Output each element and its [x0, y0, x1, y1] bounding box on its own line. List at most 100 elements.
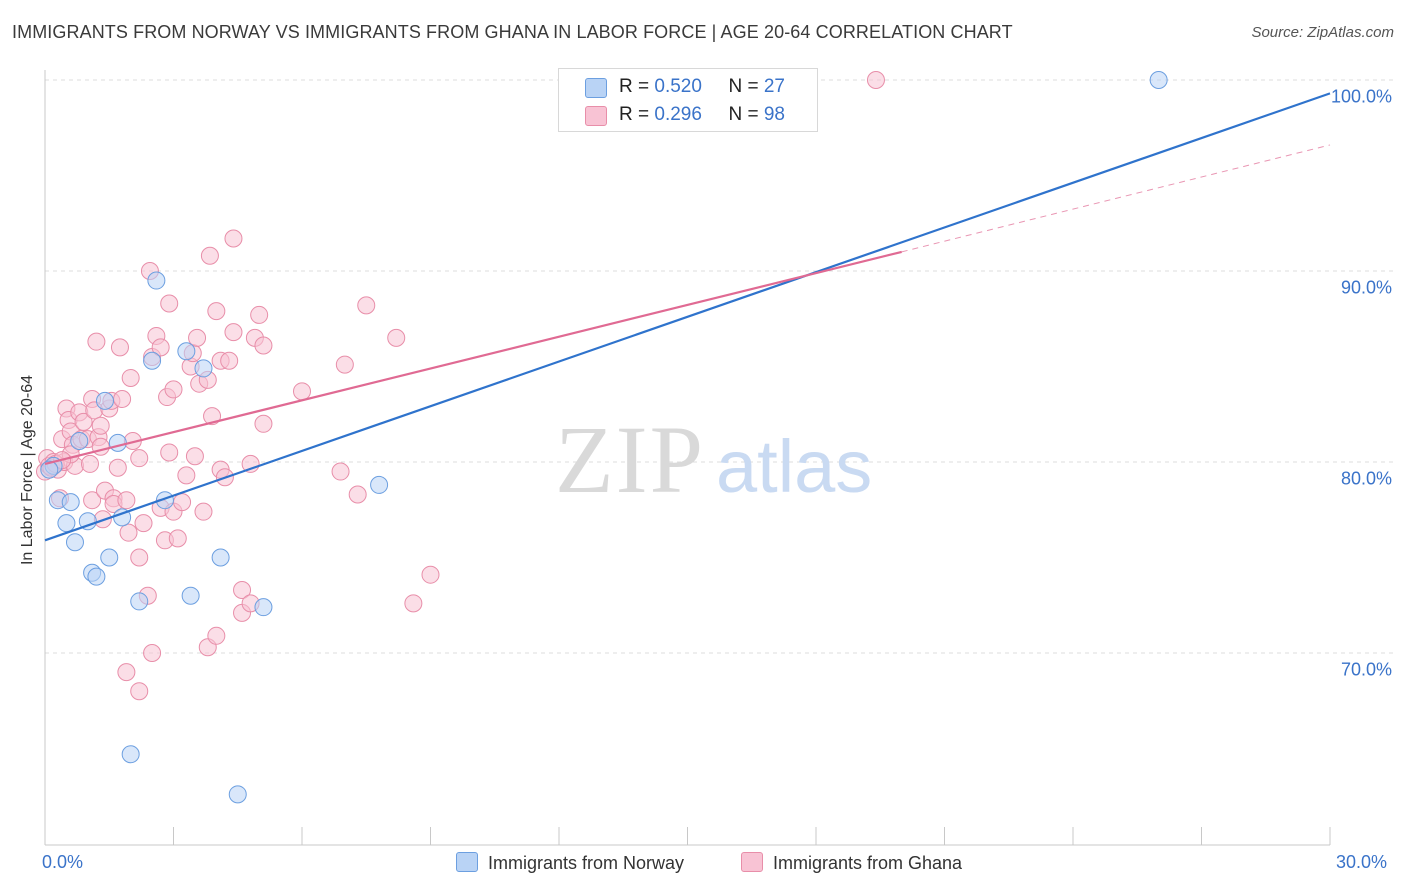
y-tick-80: 80.0% — [1340, 468, 1392, 489]
ghana-point-21 — [87, 332, 106, 351]
norway-point-9 — [95, 391, 114, 410]
norway-n-value: 27 — [763, 76, 785, 97]
ghana-point-49 — [164, 380, 183, 399]
ghana-points — [36, 71, 885, 701]
ghana-point-57 — [188, 328, 207, 347]
ghana-point-78 — [293, 382, 311, 401]
norway-point-3 — [61, 493, 80, 512]
bottom-norway-label: Immigrants from Norway — [488, 853, 685, 873]
ghana-point-96 — [160, 443, 179, 462]
norway-n-label: N = — [728, 76, 764, 97]
ghana-n-value: 98 — [763, 104, 785, 125]
ghana-point-80 — [335, 355, 354, 374]
ghana-point-82 — [357, 296, 376, 315]
ghana-n-label: N = — [728, 104, 764, 125]
ghana-point-39 — [134, 514, 153, 533]
norway-point-26 — [40, 460, 59, 479]
norway-point-4 — [65, 533, 84, 552]
bottom-ghana-label: Immigrants from Ghana — [773, 853, 963, 873]
norway-r-label: R = — [619, 76, 655, 97]
norway-point-11 — [108, 433, 127, 452]
ghana-point-38 — [130, 449, 149, 468]
ghana-point-34 — [119, 523, 138, 542]
ghana-point-37 — [130, 548, 149, 567]
source-credit: Source: ZipAtlas.com — [1251, 24, 1394, 41]
watermark-atlas: atlas — [716, 425, 872, 508]
ghana-point-53 — [177, 466, 196, 485]
chart-title: IMMIGRANTS FROM NORWAY VS IMMIGRANTS FRO… — [12, 22, 1013, 42]
watermark-zip: ZIP — [555, 406, 705, 513]
norway-point-2 — [57, 514, 76, 533]
norway-point-10 — [100, 548, 119, 567]
ghana-point-59 — [194, 502, 213, 521]
ghana-point-31 — [110, 338, 129, 357]
norway-point-20 — [211, 548, 230, 567]
ghana-point-35 — [121, 368, 140, 387]
ghana-point-23 — [91, 416, 110, 435]
norway-point-5 — [70, 431, 89, 450]
ghana-point-75 — [250, 305, 269, 324]
ghana-point-86 — [866, 71, 885, 89]
ghana-point-52 — [173, 493, 192, 512]
norway-points — [40, 71, 1168, 804]
y-tick-70: 70.0% — [1340, 659, 1392, 680]
norway-point-18 — [181, 586, 200, 605]
ghana-point-68 — [224, 323, 243, 342]
ghana-trend-line — [44, 250, 902, 465]
watermark: ZIP atlas — [555, 406, 872, 513]
norway-point-8 — [87, 567, 106, 586]
y-axis-label: In Labor Force | Age 20-64 — [19, 374, 36, 566]
ghana-point-56 — [185, 447, 204, 466]
ghana-point-44 — [151, 338, 170, 357]
norway-point-14 — [143, 351, 162, 370]
ghana-point-83 — [387, 328, 406, 347]
ghana-r-label: R = — [619, 104, 655, 125]
bottom-norway-swatch — [456, 852, 478, 872]
norway-trend-line — [44, 92, 1331, 542]
ghana-point-70 — [233, 580, 252, 599]
ghana-point-85 — [421, 565, 440, 584]
ghana-point-30 — [108, 458, 127, 477]
ghana-point-87 — [117, 663, 136, 682]
ghana-trend-extension — [901, 144, 1331, 253]
bottom-legend-norway: Immigrants from Norway — [456, 852, 684, 874]
norway-r-value: 0.520 — [654, 76, 702, 97]
norway-point-21 — [254, 598, 273, 617]
norway-point-17 — [177, 342, 196, 361]
y-tick-100: 100.0% — [1330, 86, 1392, 107]
ghana-point-33 — [117, 491, 136, 510]
norway-point-22 — [370, 475, 389, 494]
bottom-legend-ghana: Immigrants from Ghana — [741, 852, 962, 874]
norway-point-6 — [78, 512, 97, 531]
norway-swatch — [585, 78, 607, 98]
ghana-point-88 — [130, 682, 149, 701]
norway-point-25 — [228, 785, 247, 804]
ghana-point-63 — [207, 302, 226, 321]
ghana-point-91 — [143, 644, 162, 662]
ghana-point-32 — [113, 389, 132, 408]
norway-point-19 — [194, 359, 213, 378]
ghana-point-61 — [200, 246, 219, 265]
ghana-point-17 — [80, 454, 99, 473]
x-tick-min: 0.0% — [42, 852, 84, 872]
stats-legend: R = 0.520 N = 27 R = 0.296 N = 98 — [558, 68, 818, 132]
norway-point-24 — [121, 745, 140, 764]
ghana-point-77 — [254, 414, 273, 433]
x-tick-max: 30.0% — [1336, 852, 1388, 872]
ghana-point-48 — [160, 294, 179, 313]
gridlines — [45, 79, 1393, 654]
ghana-point-90 — [207, 626, 226, 645]
ghana-point-67 — [220, 351, 239, 370]
norway-point-16 — [155, 491, 174, 510]
trend-lines — [44, 92, 1331, 542]
norway-point-13 — [130, 592, 149, 611]
ghana-r-value: 0.296 — [654, 104, 702, 125]
norway-point-15 — [147, 271, 166, 290]
ghana-swatch — [585, 106, 607, 126]
ghana-point-18 — [83, 491, 102, 510]
y-tick-90: 90.0% — [1340, 277, 1392, 298]
bottom-ghana-swatch — [741, 852, 763, 872]
ghana-point-69 — [224, 229, 243, 248]
ghana-point-79 — [331, 462, 350, 481]
